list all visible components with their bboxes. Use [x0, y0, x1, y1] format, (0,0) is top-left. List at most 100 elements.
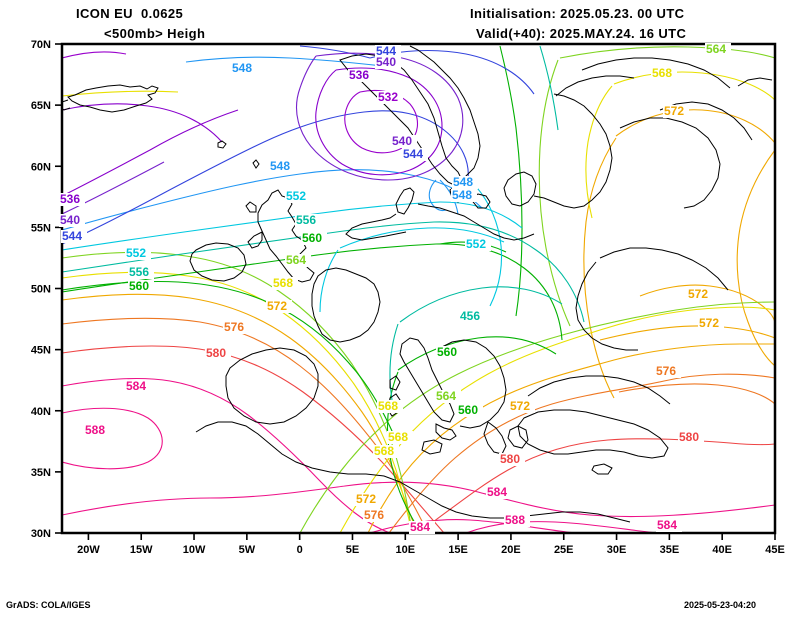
- x-axis-label: 40E: [712, 544, 732, 556]
- contour-label: 584: [410, 520, 430, 534]
- x-axis-label: 0: [297, 544, 303, 556]
- contour-label-mask: [269, 160, 295, 173]
- contour-label: 588: [505, 513, 525, 527]
- contour-label: 560: [437, 345, 457, 359]
- contour-label-mask: [377, 91, 403, 104]
- y-axis-label: 70N: [31, 39, 51, 51]
- contour-label: 560: [302, 231, 322, 245]
- contour-label: 552: [126, 246, 146, 260]
- contour-label: 548: [232, 61, 252, 75]
- contour-label-mask: [205, 347, 231, 360]
- x-axis-label: 30E: [607, 544, 627, 556]
- header-valid-time: Valid(+40): 2025.MAY.24. 16 UTC: [476, 26, 687, 41]
- contour-label: 548: [453, 175, 473, 189]
- contour-label-mask: [459, 310, 485, 323]
- contour-label-mask: [504, 514, 530, 527]
- x-axis-label: 25E: [554, 544, 574, 556]
- contour-label-mask: [486, 486, 512, 499]
- x-axis-label: 15W: [130, 544, 153, 556]
- contour-label: 552: [466, 237, 486, 251]
- contour-label-mask: [61, 230, 87, 243]
- contour-label: 584: [487, 485, 507, 499]
- contour-label-mask: [651, 67, 677, 80]
- contour-label-mask: [223, 321, 249, 334]
- contour-label-mask: [452, 176, 478, 189]
- contour-label-mask: [285, 254, 311, 267]
- contour-label: 544: [403, 147, 423, 161]
- contour-label-mask: [509, 400, 535, 413]
- contour-label-mask: [84, 424, 110, 437]
- contour-label: 568: [378, 399, 398, 413]
- y-axis-label: 35N: [31, 467, 51, 479]
- contour-label: 576: [224, 320, 244, 334]
- contour-label: 544: [376, 44, 396, 58]
- contour-label-mask: [687, 288, 713, 301]
- contour-label: 572: [510, 399, 530, 413]
- contour-label: 568: [388, 430, 408, 444]
- y-axis-ticks: 70N 65N 60N 55N 50N 45N 40N 35N 30N: [31, 39, 62, 540]
- y-axis-label: 50N: [31, 284, 51, 296]
- contour-label: 532: [378, 90, 398, 104]
- contour-label-mask: [301, 232, 327, 245]
- contour-label-mask: [678, 431, 704, 444]
- contour-label-mask: [285, 190, 311, 203]
- contour-label: 556: [296, 213, 316, 227]
- footer-timestamp: 2025-05-23-04:20: [684, 600, 757, 610]
- contour-label: 560: [129, 279, 149, 293]
- contour-label-mask: [373, 445, 399, 458]
- contour-label: 572: [356, 492, 376, 506]
- contour-label-mask: [698, 317, 724, 330]
- contour-label: 568: [652, 66, 672, 80]
- contour-label-mask: [128, 266, 154, 279]
- x-axis-label: 10W: [183, 544, 206, 556]
- contour-label: 568: [273, 276, 293, 290]
- contour-label: 536: [60, 192, 80, 206]
- contour-label: 556: [129, 265, 149, 279]
- x-axis-label: 15E: [448, 544, 468, 556]
- contour-label-mask: [128, 280, 154, 293]
- contour-label-mask: [375, 45, 401, 58]
- y-axis-label: 65N: [31, 100, 51, 112]
- contour-label-mask: [705, 43, 731, 56]
- contour-label: 564: [706, 42, 726, 56]
- coastline-layer: [62, 45, 773, 523]
- x-axis-label: 35E: [660, 544, 680, 556]
- contour-label: 544: [62, 229, 82, 243]
- contour-label-mask: [499, 453, 525, 466]
- contour-label: 580: [679, 430, 699, 444]
- contour-label: 548: [270, 159, 290, 173]
- x-axis-ticks: 20W 15W 10W 5W 0 5E 10E 15E 20E 25E 30E 35E 40E 45E: [77, 533, 785, 556]
- header-field-line: <500mb> Heigh: [104, 26, 206, 41]
- contour-label-mask: [266, 300, 292, 313]
- contour-label: 456: [460, 309, 480, 323]
- x-axis-label: 45E: [765, 544, 785, 556]
- contour-label-mask: [655, 365, 681, 378]
- contour-label: 564: [286, 253, 306, 267]
- contour-label-mask: [125, 380, 151, 393]
- contour-label: 552: [286, 189, 306, 203]
- contour-label-mask: [363, 509, 389, 522]
- contour-label: 572: [699, 316, 719, 330]
- contour-label: 572: [664, 104, 684, 118]
- contour-labels: 5485445405365325405445485485485525525565…: [59, 42, 731, 534]
- header-model-line: ICON EU 0.0625: [76, 6, 184, 21]
- footer-credit: GrADS: COLA/IGES: [6, 600, 91, 610]
- contour-label: 588: [85, 423, 105, 437]
- contour-label-mask: [656, 519, 682, 532]
- contour-label-mask: [391, 135, 417, 148]
- contour-label: 584: [657, 518, 677, 532]
- contour-label-mask: [272, 277, 298, 290]
- map-svg: 20W 15W 10W 5W 0 5E 10E 15E 20E 25E 30E 35E 40E 45E 7…: [31, 39, 785, 556]
- contour-label: 568: [374, 444, 394, 458]
- contour-label-mask: [387, 431, 413, 444]
- contour-label: 572: [688, 287, 708, 301]
- contour-label: 548: [452, 188, 472, 202]
- contour-label-mask: [348, 69, 374, 82]
- contour-label-mask: [295, 214, 321, 227]
- contour-label-mask: [125, 247, 151, 260]
- x-axis-label: 5E: [346, 544, 359, 556]
- y-axis-label: 40N: [31, 406, 51, 418]
- contour-label-mask: [409, 521, 435, 534]
- x-axis-label: 20E: [501, 544, 521, 556]
- y-axis-label: 30N: [31, 528, 51, 540]
